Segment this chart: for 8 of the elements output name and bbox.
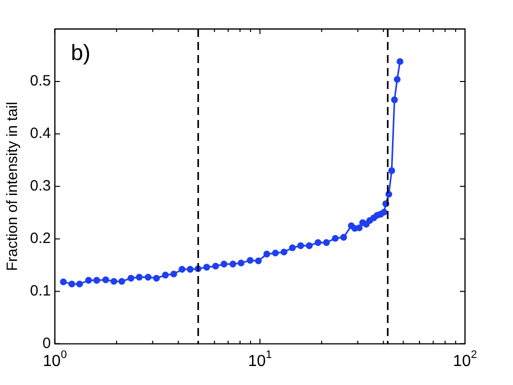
y-tick-label: 0.3 — [30, 178, 51, 195]
y-tick-label: 0.1 — [30, 282, 51, 300]
y-tick-label: 0.2 — [30, 230, 51, 248]
y-tick-label: 0 — [42, 334, 51, 352]
y-tick-label: 0.4 — [30, 125, 51, 142]
y-tick-label: 0.5 — [30, 72, 51, 90]
annotation: b) — [70, 40, 90, 66]
y-axis-title: Fraction of intensity in tail — [4, 102, 22, 272]
